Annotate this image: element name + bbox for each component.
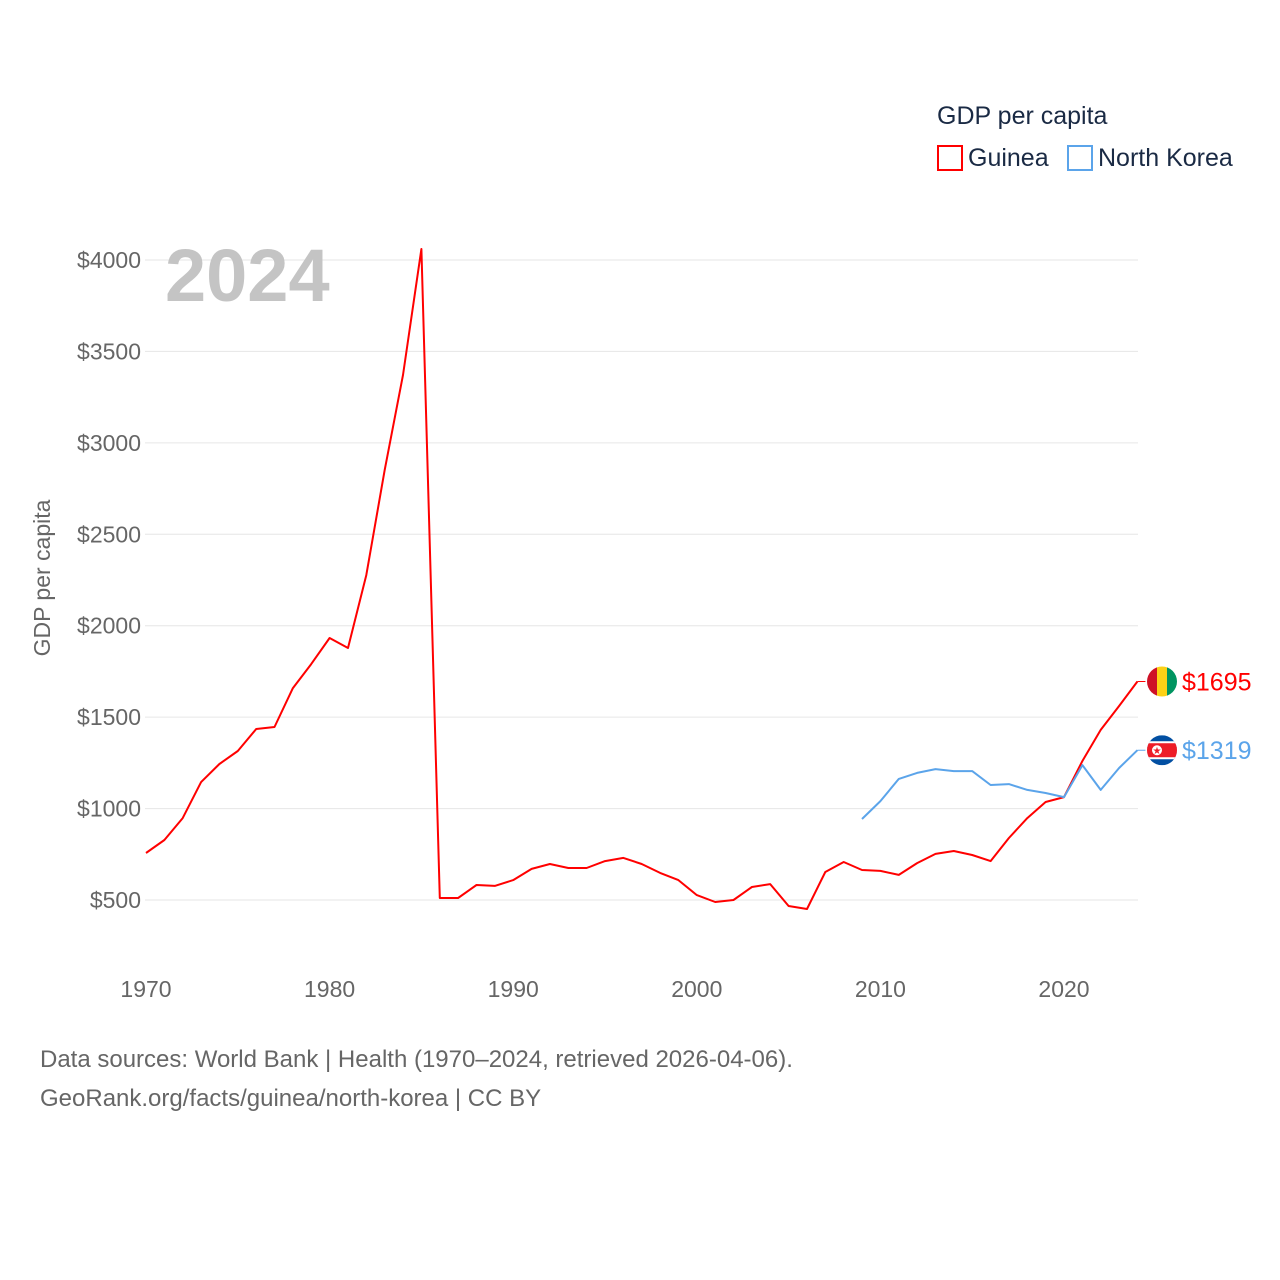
end-value-label-north-korea: $1319 <box>1182 737 1252 765</box>
y-tick-label: $4000 <box>77 247 141 273</box>
flag-icon-guinea <box>1147 666 1177 697</box>
x-tick-label: 1970 <box>120 976 171 1002</box>
x-tick-label: 2000 <box>671 976 722 1002</box>
x-tick-label: 1990 <box>488 976 539 1002</box>
x-axis-ticks: 1970 1980 1990 2000 2010 2020 <box>120 976 1089 1002</box>
flag-icon-north-korea: ★ <box>1147 735 1177 766</box>
y-tick-label: $2500 <box>77 521 141 547</box>
series-lines <box>145 248 1139 910</box>
footer-link[interactable]: GeoRank.org/facts/guinea/north-korea | C… <box>40 1085 542 1112</box>
legend-swatch-guinea <box>937 145 963 171</box>
x-tick-label: 2020 <box>1038 976 1089 1002</box>
legend-item-north-korea[interactable]: North Korea <box>1067 144 1233 172</box>
y-tick-label: $2000 <box>77 613 141 639</box>
y-axis-label: GDP per capita <box>29 499 55 656</box>
legend-label-north-korea: North Korea <box>1098 144 1233 172</box>
svg-text:★: ★ <box>1153 746 1162 757</box>
x-tick-label: 1980 <box>304 976 355 1002</box>
footer-sources: Data sources: World Bank | Health (1970–… <box>40 1046 793 1073</box>
y-tick-label: $1500 <box>77 704 141 730</box>
end-labels: $1695 ★ $1319 <box>1137 666 1252 766</box>
y-tick-label: $500 <box>90 887 141 913</box>
y-tick-label: $1000 <box>77 796 141 822</box>
legend-item-guinea[interactable]: Guinea <box>937 144 1049 172</box>
legend-title: GDP per capita <box>937 102 1108 130</box>
series-line-north-korea <box>861 749 1139 820</box>
year-watermark: 2024 <box>165 234 330 317</box>
y-axis-ticks: $500 $1000 $1500 $2000 $2500 $3000 $3500 $4000 <box>77 247 141 913</box>
series-line-guinea <box>145 248 1139 910</box>
legend-label-guinea: Guinea <box>968 144 1049 172</box>
gridlines <box>145 259 1138 901</box>
y-tick-label: $3000 <box>77 430 141 456</box>
y-tick-label: $3500 <box>77 338 141 364</box>
legend: GDP per capita Guinea North Korea <box>937 102 1233 172</box>
end-value-label-guinea: $1695 <box>1182 668 1252 696</box>
legend-swatch-north-korea <box>1067 145 1093 171</box>
x-tick-label: 2010 <box>855 976 906 1002</box>
